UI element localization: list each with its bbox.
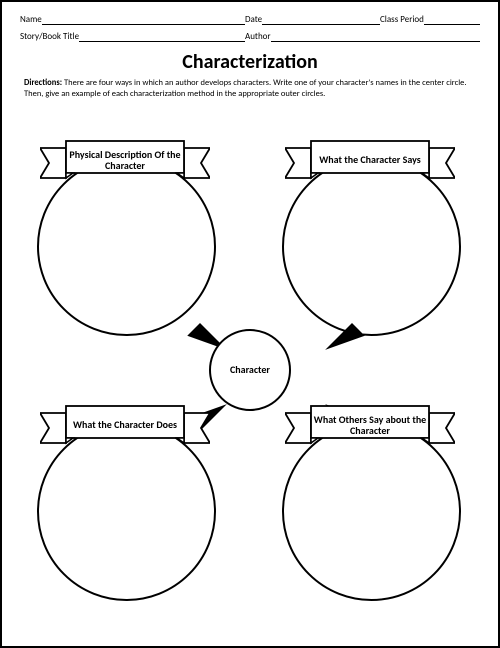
banner-what-others-say: What Others Say about the Character <box>285 405 455 447</box>
circle-physical-description[interactable] <box>37 157 216 336</box>
header-fields: Name Date Class Period Story/Book Title … <box>2 2 498 42</box>
story-field[interactable]: Story/Book Title <box>20 31 245 42</box>
circle-what-says[interactable] <box>282 157 461 336</box>
banner-label-tl: Physical Description Of the Character <box>66 145 184 175</box>
name-field[interactable]: Name <box>20 14 245 25</box>
worksheet-page: Name Date Class Period Story/Book Title … <box>0 0 500 648</box>
story-label: Story/Book Title <box>20 31 79 42</box>
circle-what-does[interactable] <box>37 422 216 601</box>
directions: Directions: There are four ways in which… <box>2 74 498 100</box>
banner-physical-description: Physical Description Of the Character <box>40 140 210 182</box>
header-row-1: Name Date Class Period <box>20 14 480 25</box>
banner-what-does: What the Character Does <box>40 405 210 447</box>
center-label: Character <box>211 363 289 376</box>
name-label: Name <box>20 14 42 25</box>
header-row-2: Story/Book Title Author <box>20 31 480 42</box>
author-label: Author <box>245 31 271 42</box>
banner-label-bl: What the Character Does <box>66 410 184 440</box>
page-title: Characterization <box>2 50 498 74</box>
name-line <box>42 14 245 25</box>
date-field[interactable]: Date <box>245 14 380 25</box>
spike-tr <box>312 323 364 375</box>
banner-what-says: What the Character Says <box>285 140 455 182</box>
period-line <box>424 14 480 25</box>
story-line <box>79 31 245 42</box>
date-line <box>262 14 380 25</box>
period-label: Class Period <box>380 14 424 25</box>
author-field[interactable]: Author <box>245 31 480 42</box>
author-line <box>271 31 480 42</box>
directions-label: Directions: <box>24 78 62 88</box>
period-field[interactable]: Class Period <box>380 14 480 25</box>
graphic-organizer: Character Physical Description Of the Ch… <box>2 132 500 637</box>
directions-text: There are four ways in which an author d… <box>24 78 467 99</box>
banner-label-tr: What the Character Says <box>311 145 429 175</box>
circle-character-center[interactable]: Character <box>209 329 291 411</box>
banner-label-br: What Others Say about the Character <box>311 410 429 440</box>
circle-what-others-say[interactable] <box>282 422 461 601</box>
date-label: Date <box>245 14 262 25</box>
